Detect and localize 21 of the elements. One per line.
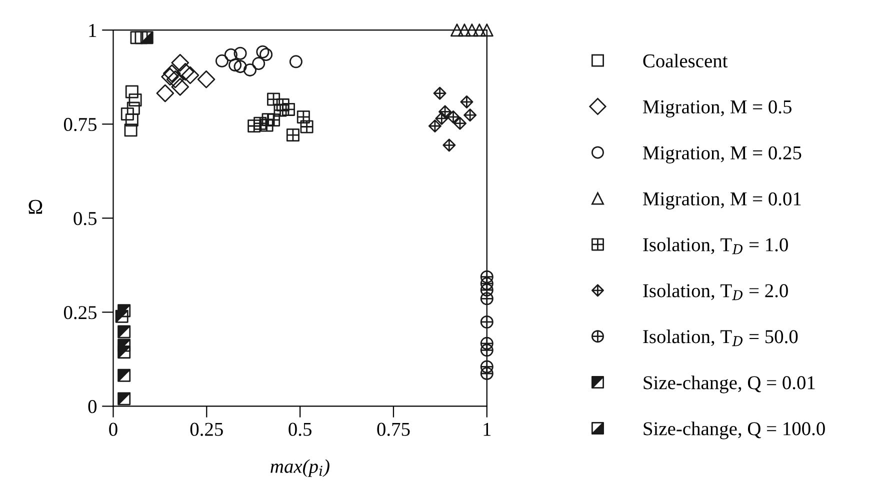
legend-label: Isolation, T$_{D}$ = 50.0	[643, 330, 798, 346]
legend-label: Isolation, T$_{D}$ = 2.0	[643, 284, 788, 300]
y-tick-label: 0	[88, 400, 97, 414]
x-axis-title: max(p$_{i}$)	[270, 459, 330, 477]
legend-label: Isolation, T$_{D}$ = 1.0	[643, 238, 788, 254]
y-tick-label: 0.25	[64, 306, 96, 320]
y-axis-title: Ω	[28, 200, 42, 214]
y-tick-label: 0.5	[74, 212, 96, 226]
x-tick-label: 0.5	[288, 422, 312, 436]
legend-label: Size-change, Q = 100.0	[644, 422, 825, 440]
legend-label: Migration, M = 0.5	[643, 100, 792, 118]
y-tick-label: 1	[89, 24, 96, 37]
legend-label: Migration, M = 0.25	[643, 146, 802, 164]
y-tick-label: 0.75	[64, 118, 96, 132]
x-tick-label: 0	[109, 422, 118, 436]
x-tick-label: 0.25	[190, 422, 223, 436]
legend-label: Migration, M = 0.01	[643, 192, 801, 210]
x-tick-label: 1	[484, 422, 491, 436]
legend-label: Coalescent	[643, 54, 728, 68]
legend-label: Size-change, Q = 0.01	[644, 376, 815, 394]
x-tick-label: 0.75	[377, 422, 410, 436]
